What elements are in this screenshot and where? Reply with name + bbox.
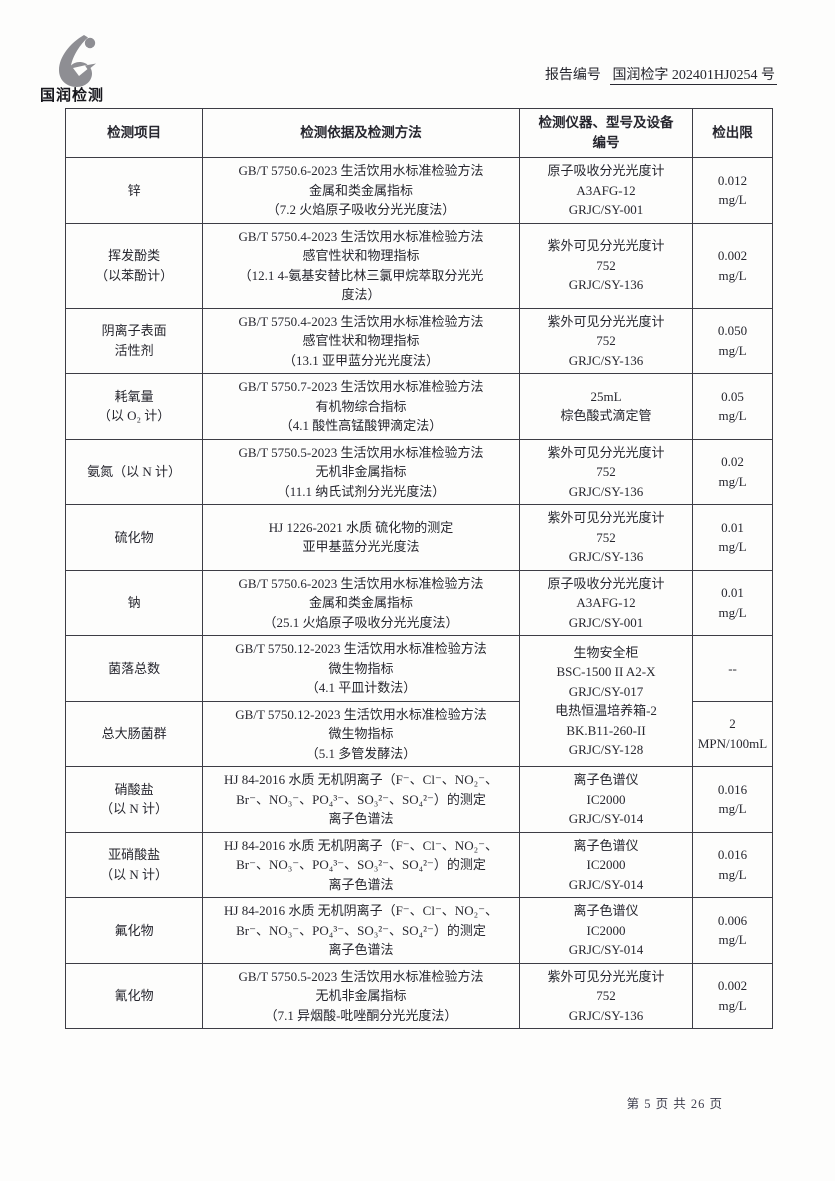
cell-limit: 0.050 mg/L <box>692 307 773 374</box>
cell-item: 氟化物 <box>64 897 204 964</box>
table-row: 菌落总数 GB/T 5750.12-2023 生活饮用水标准检验方法 微生物指标… <box>64 635 773 767</box>
table-row: 锌 GB/T 5750.6-2023 生活饮用水标准检验方法 金属和类金属指标 … <box>64 157 773 224</box>
cell-item: 钠 <box>64 569 204 636</box>
cell-item: 硫化物 <box>64 504 204 571</box>
cell-item: 阴离子表面 活性剂 <box>64 307 204 374</box>
table-row: 氰化物 GB/T 5750.5-2023 生活饮用水标准检验方法 无机非金属指标… <box>64 962 773 1029</box>
cell-item: 总大肠菌群 <box>64 700 204 767</box>
cell-limit: 0.012 mg/L <box>692 157 773 224</box>
report-number-line: 报告编号 国润检字 202401HJ0254 号 <box>544 64 777 85</box>
guorun-logo-icon <box>52 33 108 89</box>
cell-method: GB/T 5750.12-2023 生活饮用水标准检验方法 微生物指标 （5.1… <box>202 700 520 767</box>
cell-limit: 0.002 mg/L <box>692 962 773 1029</box>
cell-instrument: 紫外可见分光光度计 752 GRJC/SY-136 <box>518 504 694 571</box>
cell-limit: 0.01 mg/L <box>692 504 773 571</box>
table-row: 阴离子表面 活性剂 GB/T 5750.4-2023 生活饮用水标准检验方法 感… <box>64 307 773 374</box>
cell-method: GB/T 5750.12-2023 生活饮用水标准检验方法 微生物指标 （4.1… <box>202 635 520 702</box>
cell-method: GB/T 5750.6-2023 生活饮用水标准检验方法 金属和类金属指标 （2… <box>202 569 520 636</box>
table-row: 挥发酚类 （以苯酚计） GB/T 5750.4-2023 生活饮用水标准检验方法… <box>64 222 773 309</box>
report-number-label: 报告编号 <box>544 68 601 83</box>
cell-method: GB/T 5750.4-2023 生活饮用水标准检验方法 感官性状和物理指标 （… <box>202 307 520 374</box>
cell-limit: 0.05 mg/L <box>692 373 773 440</box>
cell-limit: 0.006 mg/L <box>692 897 773 964</box>
cell-limit: 0.016 mg/L <box>692 831 773 898</box>
test-methods-table: 检测项目 检测依据及检测方法 检测仪器、型号及设备 编号 检出限 锌 GB/T … <box>64 108 773 1029</box>
cell-instrument: 紫外可见分光光度计 752 GRJC/SY-136 <box>518 222 694 309</box>
cell-instrument: 紫外可见分光光度计 752 GRJC/SY-136 <box>518 307 694 374</box>
cell-limit: 0.002 mg/L <box>692 222 773 309</box>
cell-limit: -- <box>692 635 773 702</box>
cell-item: 亚硝酸盐 （以 N 计） <box>64 831 204 898</box>
cell-item: 耗氧量 （以 O₂ 计） <box>64 373 204 440</box>
cell-limit: 0.02 mg/L <box>692 438 773 505</box>
page-number: 第 5 页 共 26 页 <box>626 1097 723 1111</box>
cell-item: 锌 <box>64 157 204 224</box>
report-number-value: 国润检字 202401HJ0254 号 <box>610 68 777 85</box>
header-detection-limit: 检出限 <box>692 108 773 158</box>
cell-item: 氨氮（以 N 计） <box>64 438 204 505</box>
header-test-item: 检测项目 <box>64 108 204 158</box>
cell-instrument: 紫外可见分光光度计 752 GRJC/SY-136 <box>518 962 694 1029</box>
cell-method: HJ 84-2016 水质 无机阴离子（F⁻、Cl⁻、NO₂⁻、 Br⁻、NO₃… <box>202 897 520 964</box>
table-row: 亚硝酸盐 （以 N 计） HJ 84-2016 水质 无机阴离子（F⁻、Cl⁻、… <box>64 831 773 898</box>
cell-limit: 2 MPN/100mL <box>692 700 773 767</box>
cell-method: GB/T 5750.4-2023 生活饮用水标准检验方法 感官性状和物理指标 （… <box>202 222 520 309</box>
cell-limit: 0.01 mg/L <box>692 569 773 636</box>
header-instrument: 检测仪器、型号及设备 编号 <box>518 108 694 158</box>
table-header-row: 检测项目 检测依据及检测方法 检测仪器、型号及设备 编号 检出限 <box>64 108 773 158</box>
logo-company-name: 国润检测 <box>40 88 105 104</box>
cell-instrument: 25mL 棕色酸式滴定管 <box>518 373 694 440</box>
cell-instrument: 原子吸收分光光度计 A3AFG-12 GRJC/SY-001 <box>518 569 694 636</box>
table-row: 硝酸盐 （以 N 计） HJ 84-2016 水质 无机阴离子（F⁻、Cl⁻、N… <box>64 766 773 833</box>
cell-item: 氰化物 <box>64 962 204 1029</box>
cell-limit: 0.016 mg/L <box>692 766 773 833</box>
cell-instrument: 离子色谱仪 IC2000 GRJC/SY-014 <box>518 831 694 898</box>
cell-method: GB/T 5750.5-2023 生活饮用水标准检验方法 无机非金属指标 （11… <box>202 438 520 505</box>
cell-method: HJ 84-2016 水质 无机阴离子（F⁻、Cl⁻、NO₂⁻、 Br⁻、NO₃… <box>202 766 520 833</box>
cell-method: GB/T 5750.5-2023 生活饮用水标准检验方法 无机非金属指标 （7.… <box>202 962 520 1029</box>
cell-item: 挥发酚类 （以苯酚计） <box>64 222 204 309</box>
cell-instrument: 离子色谱仪 IC2000 GRJC/SY-014 <box>518 897 694 964</box>
table-row: 硫化物 HJ 1226-2021 水质 硫化物的测定 亚甲基蓝分光光度法 紫外可… <box>64 504 773 571</box>
cell-item: 硝酸盐 （以 N 计） <box>64 766 204 833</box>
cell-instrument: 离子色谱仪 IC2000 GRJC/SY-014 <box>518 766 694 833</box>
table-row: 氨氮（以 N 计） GB/T 5750.5-2023 生活饮用水标准检验方法 无… <box>64 438 773 505</box>
table-row: 总大肠菌群 GB/T 5750.12-2023 生活饮用水标准检验方法 微生物指… <box>64 700 773 767</box>
cell-instrument: 原子吸收分光光度计 A3AFG-12 GRJC/SY-001 <box>518 157 694 224</box>
cell-method: HJ 84-2016 水质 无机阴离子（F⁻、Cl⁻、NO₂⁻、 Br⁻、NO₃… <box>202 831 520 898</box>
cell-method: GB/T 5750.6-2023 生活饮用水标准检验方法 金属和类金属指标 （7… <box>202 157 520 224</box>
cell-method: GB/T 5750.7-2023 生活饮用水标准检验方法 有机物综合指标 （4.… <box>202 373 520 440</box>
header-method: 检测依据及检测方法 <box>202 108 520 158</box>
table-row: 钠 GB/T 5750.6-2023 生活饮用水标准检验方法 金属和类金属指标 … <box>64 569 773 636</box>
cell-item: 菌落总数 <box>64 635 204 702</box>
cell-method: HJ 1226-2021 水质 硫化物的测定 亚甲基蓝分光光度法 <box>202 504 520 571</box>
cell-instrument-merged: 生物安全柜 BSC-1500 II A2-X GRJC/SY-017 电热恒温培… <box>518 635 694 767</box>
table-row: 耗氧量 （以 O₂ 计） GB/T 5750.7-2023 生活饮用水标准检验方… <box>64 373 773 440</box>
cell-instrument: 紫外可见分光光度计 752 GRJC/SY-136 <box>518 438 694 505</box>
table-row: 氟化物 HJ 84-2016 水质 无机阴离子（F⁻、Cl⁻、NO₂⁻、 Br⁻… <box>64 897 773 964</box>
